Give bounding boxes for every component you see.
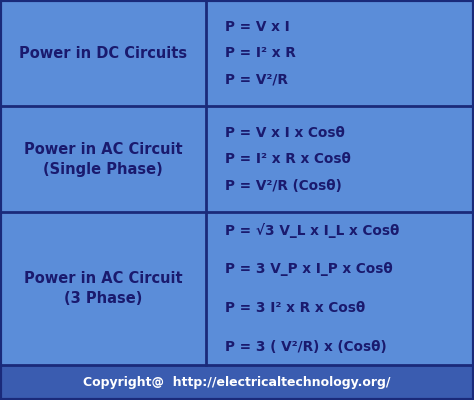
Text: Power in DC Circuits: Power in DC Circuits: [19, 46, 187, 61]
Text: P = I² x R: P = I² x R: [225, 46, 296, 60]
Text: P = V²/R (Cosθ): P = V²/R (Cosθ): [225, 179, 342, 193]
Bar: [0, 365, 474, 400]
Text: P = 3 V_P x I_P x Cosθ: P = 3 V_P x I_P x Cosθ: [225, 262, 393, 276]
Text: P = √3 V_L x I_L x Cosθ: P = √3 V_L x I_L x Cosθ: [225, 223, 400, 238]
Text: Power in AC Circuit
(3 Phase): Power in AC Circuit (3 Phase): [24, 271, 182, 306]
Text: Copyright@  http://electricaltechnology.org/: Copyright@ http://electricaltechnology.o…: [83, 376, 391, 389]
Text: P = V x I: P = V x I: [225, 20, 290, 34]
Text: P = I² x R x Cosθ: P = I² x R x Cosθ: [225, 152, 351, 166]
Text: P = V x I x Cosθ: P = V x I x Cosθ: [225, 126, 345, 140]
Text: P = 3 ( V²/R) x (Cosθ): P = 3 ( V²/R) x (Cosθ): [225, 340, 387, 354]
Text: P = V²/R: P = V²/R: [225, 73, 288, 87]
Text: P = 3 I² x R x Cosθ: P = 3 I² x R x Cosθ: [225, 301, 365, 315]
Text: Power in AC Circuit
(Single Phase): Power in AC Circuit (Single Phase): [24, 142, 182, 177]
